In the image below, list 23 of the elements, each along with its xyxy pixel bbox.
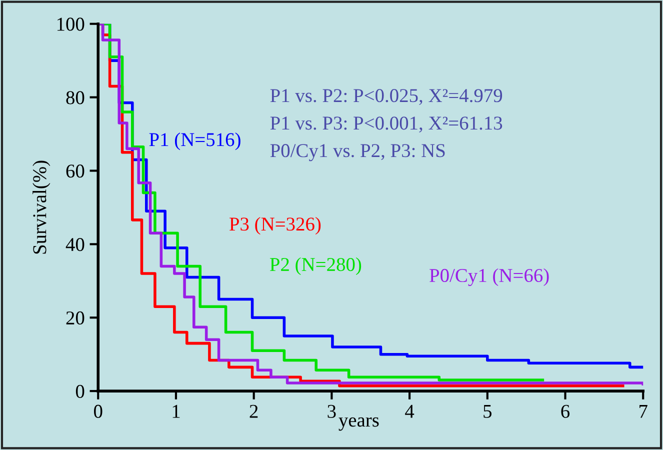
text: P3 (N=326): [229, 216, 321, 235]
series-label: P1 (N=516): [149, 132, 240, 150]
y-tick-label: 60: [66, 164, 84, 178]
x-tick-label: 7: [640, 405, 648, 418]
annotation: P1 vs. P2: P<0.025, X²=4.979: [270, 89, 502, 105]
y-tick-label: 20: [66, 311, 84, 325]
x-tick-label: 3: [328, 404, 336, 418]
x-tick-label: 6: [561, 404, 570, 418]
x-tick-label: 5: [484, 405, 492, 418]
annotation: P1 vs. P3: P<0.001, X²=61.13: [270, 116, 502, 132]
x-tick-label: 0: [94, 404, 102, 418]
x-tick-label: 4: [405, 404, 414, 418]
y-tick-label: 40: [66, 238, 84, 252]
y-tick-label: 80: [66, 91, 84, 104]
x-tick-label: 1: [172, 404, 180, 418]
x-tick-label: 2: [250, 404, 258, 418]
y-tick-label: 0: [76, 384, 84, 398]
y-axis-title: Survival(%): [32, 160, 50, 254]
x-axis-title: years: [338, 417, 379, 431]
annotation: P0/Cy1 vs. P2, P3: NS: [270, 144, 445, 162]
y-tick-label: 100: [57, 18, 84, 31]
text: P0/Cy1 (N=66): [430, 268, 549, 286]
text: P2 (N=280): [270, 257, 362, 276]
